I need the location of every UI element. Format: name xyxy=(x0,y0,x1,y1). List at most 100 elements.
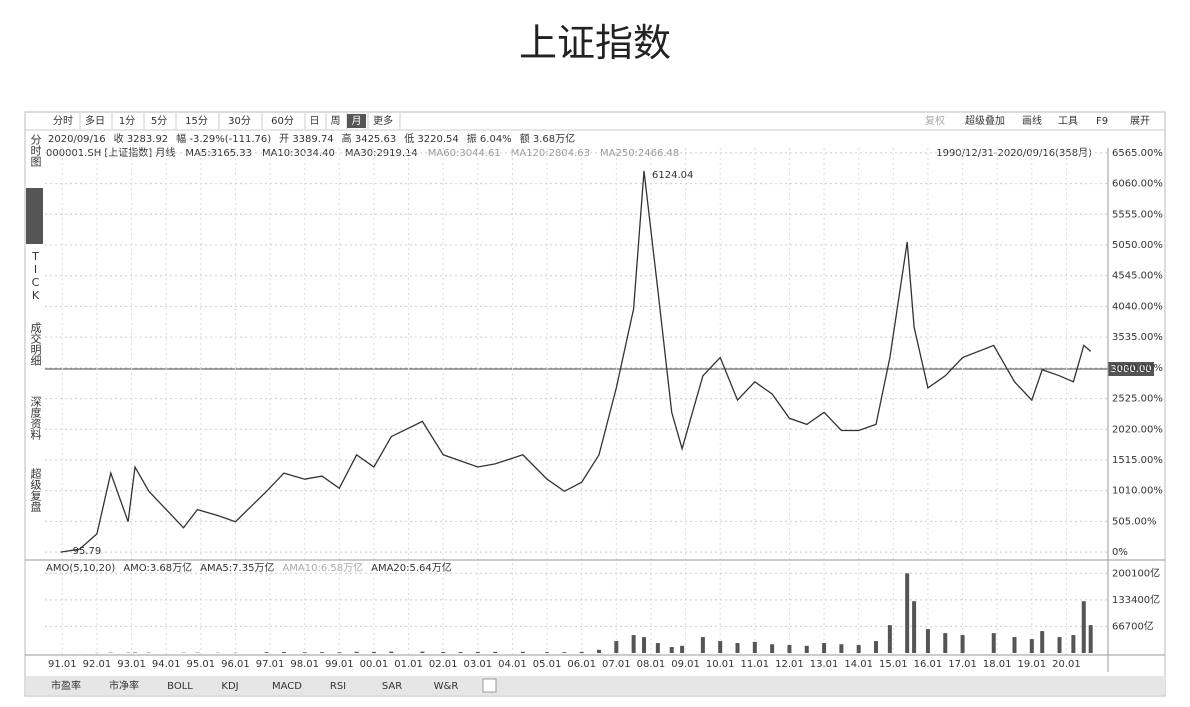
volume-bar xyxy=(718,641,723,653)
volume-bar xyxy=(1071,635,1076,653)
volume-bar xyxy=(1029,639,1034,653)
volume-bar xyxy=(887,625,892,653)
period-button[interactable]: 多日 xyxy=(85,114,105,127)
selected-tab xyxy=(347,114,366,128)
y-tick-label: 1010.00% xyxy=(1112,486,1163,497)
y-tick-label: 3535.00% xyxy=(1112,332,1163,343)
add-tab[interactable] xyxy=(482,678,497,693)
volume-bar xyxy=(700,637,705,653)
y-tick-label: 6565.00% xyxy=(1112,148,1163,159)
x-tick-label: 10.01 xyxy=(706,659,735,670)
bottom-tab[interactable]: RSI xyxy=(330,681,346,692)
x-tick-label: 14.01 xyxy=(844,659,873,670)
period-button[interactable]: 更多 xyxy=(373,114,393,127)
tool-button[interactable]: F9 xyxy=(1096,116,1108,127)
period-button[interactable]: 15分 xyxy=(185,115,208,127)
bottom-tab[interactable]: 市净率 xyxy=(109,679,139,692)
side-tab[interactable]: 分时图 xyxy=(29,134,42,167)
side-tab[interactable]: 超级复盘 xyxy=(29,468,42,512)
volume-bar xyxy=(320,652,325,653)
tool-button[interactable]: 展开 xyxy=(1130,115,1150,127)
bottom-tab[interactable]: MACD xyxy=(272,681,302,692)
volume-bar xyxy=(614,641,619,653)
bottom-bar xyxy=(26,676,1165,695)
y-tick-label: 200100亿 xyxy=(1112,566,1160,579)
period-button[interactable]: 1分 xyxy=(119,115,135,127)
range-label: 1990/12/31-2020/09/16(358月) xyxy=(936,147,1092,159)
volume-bar xyxy=(1088,625,1093,653)
frame xyxy=(24,111,1166,697)
volume-bar xyxy=(475,651,480,653)
info-text: 收 3283.92 xyxy=(114,132,169,145)
volume-bar xyxy=(960,635,965,653)
side-tab[interactable]: 深度资料 xyxy=(29,396,42,440)
tool-button[interactable]: 画线 xyxy=(1022,114,1042,127)
tool-button[interactable]: 复权 xyxy=(925,114,945,127)
period-button[interactable]: 30分 xyxy=(228,115,251,127)
y-tick-label: 0% xyxy=(1112,547,1128,558)
x-tick-label: 08.01 xyxy=(637,659,666,670)
volume-bar xyxy=(680,645,685,653)
side-tab[interactable]: TICK xyxy=(29,250,42,302)
period-button[interactable]: 日 xyxy=(310,116,320,127)
volume-bar xyxy=(337,652,342,653)
volume-legend: AMA10:6.58万亿 xyxy=(282,561,363,574)
bottom-tab[interactable]: SAR xyxy=(382,681,402,692)
tool-button[interactable]: 超级叠加 xyxy=(965,114,1005,127)
volume-bar xyxy=(874,641,879,653)
x-tick-label: 15.01 xyxy=(879,659,908,670)
ma-label: MA120:2804.63 xyxy=(511,148,590,159)
x-tick-label: 97.01 xyxy=(256,659,285,670)
x-tick-label: 96.01 xyxy=(221,659,250,670)
info-text: 高 3425.63 xyxy=(342,132,397,145)
x-tick-label: 04.01 xyxy=(498,659,527,670)
period-button[interactable]: 月 xyxy=(352,115,362,127)
volume-bar xyxy=(787,645,792,653)
side-tab[interactable]: 成交明细 xyxy=(29,322,42,366)
period-button[interactable]: 分时 xyxy=(53,115,73,127)
info-text: 振 6.04% xyxy=(467,132,512,145)
period-button[interactable]: 60分 xyxy=(271,115,294,127)
volume-bar xyxy=(925,629,930,653)
y-tick-label: 4545.00% xyxy=(1112,271,1163,282)
ma-label: MA5:3165.33 xyxy=(185,148,252,159)
price-line-series xyxy=(60,170,1092,553)
active-tab xyxy=(26,188,43,244)
bottom-tab[interactable]: BOLL xyxy=(167,681,193,692)
volume-legend: AMO(5,10,20) xyxy=(46,563,115,574)
x-tick-label: 17.01 xyxy=(948,659,977,670)
volume-bar xyxy=(597,649,602,653)
x-tick-label: 06.01 xyxy=(567,659,596,670)
tool-button[interactable]: 工具 xyxy=(1058,115,1078,127)
y-tick-label: 5555.00% xyxy=(1112,209,1163,220)
x-tick-label: 99.01 xyxy=(325,659,354,670)
volume-bar xyxy=(562,652,567,653)
info-text: 开 3389.74 xyxy=(279,134,334,145)
x-tick-label: 93.01 xyxy=(117,659,146,670)
x-tick-label: 05.01 xyxy=(533,659,562,670)
volume-bar xyxy=(752,641,757,653)
y-tick-label: 3030.00% xyxy=(1112,363,1163,374)
info-text: 2020/09/16 xyxy=(48,134,106,145)
volume-bar xyxy=(458,652,463,653)
bottom-tab[interactable]: W&R xyxy=(434,681,459,692)
period-button[interactable]: 5分 xyxy=(151,115,167,127)
x-tick-label: 11.01 xyxy=(741,659,770,670)
ma-label: MA30:2919.14 xyxy=(345,148,418,159)
bottom-tab[interactable]: 市盈率 xyxy=(51,679,81,692)
ma-label: MA250:2466.48 xyxy=(600,148,679,159)
volume-bar xyxy=(1057,637,1062,653)
y-tick-label: 2020.00% xyxy=(1112,424,1163,435)
volume-bar xyxy=(441,652,446,653)
volume-bar xyxy=(389,651,394,653)
volume-bar xyxy=(770,644,775,653)
period-button[interactable]: 周 xyxy=(331,115,341,127)
bottom-tab[interactable]: KDJ xyxy=(221,681,238,692)
x-tick-label: 16.01 xyxy=(914,659,943,670)
volume-bar xyxy=(943,633,948,653)
volume-bar xyxy=(281,652,286,653)
volume-legend: AMA20:5.64万亿 xyxy=(371,561,452,574)
volume-bar xyxy=(1040,631,1045,653)
volume-bar xyxy=(856,645,861,653)
